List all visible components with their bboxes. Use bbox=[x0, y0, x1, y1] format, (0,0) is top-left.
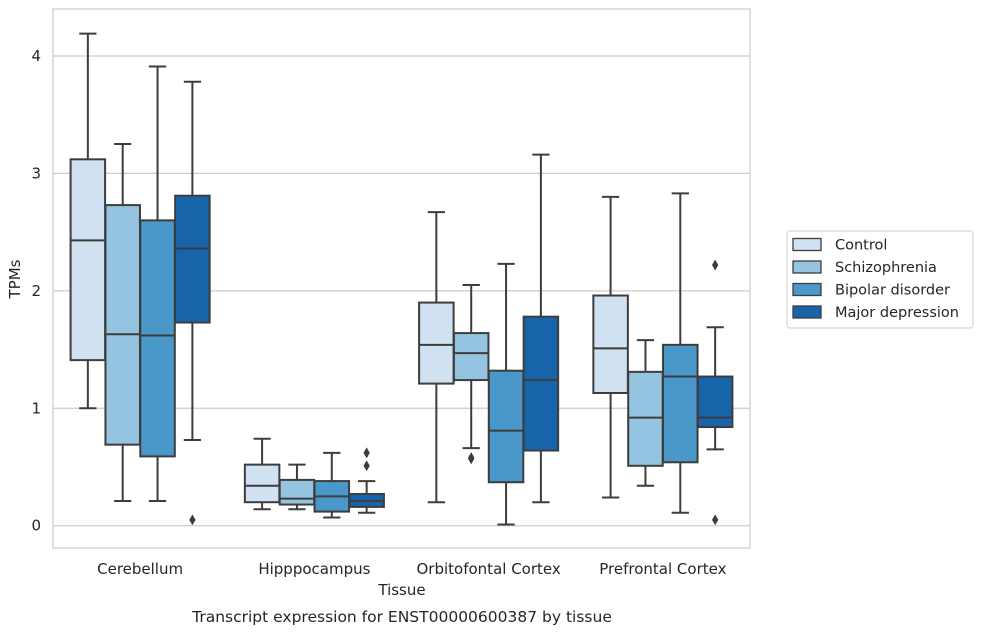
box-iqr bbox=[69, 158, 107, 362]
legend-swatch bbox=[792, 237, 822, 252]
outlier-point bbox=[363, 447, 370, 459]
series-control bbox=[69, 32, 629, 511]
x-tick-label: Orbitofontal Cortex bbox=[417, 560, 561, 578]
legend-swatch bbox=[792, 282, 822, 297]
y-axis-label: TPMs bbox=[6, 259, 24, 299]
x-tick-labels: Cerebellum Hipppocampus Orbitofontal Corte… bbox=[97, 560, 726, 578]
box-iqr bbox=[592, 294, 629, 394]
box-iqr bbox=[627, 370, 664, 467]
legend-frame bbox=[786, 230, 974, 329]
box-iqr bbox=[139, 219, 176, 458]
box-iqr bbox=[174, 194, 211, 324]
legend-swatch bbox=[792, 305, 822, 319]
legend: Control Schizophrenia Bipolar disorder Majo… bbox=[786, 230, 974, 329]
y-tick-label: 0 bbox=[31, 517, 41, 535]
box-iqr bbox=[278, 478, 316, 506]
y-tick-label: 4 bbox=[31, 47, 41, 65]
legend-label: Control bbox=[835, 238, 887, 254]
series-major-depression bbox=[174, 80, 734, 526]
outlier-point bbox=[712, 259, 719, 271]
legend-swatch bbox=[792, 260, 822, 274]
outlier-point bbox=[363, 460, 370, 472]
legend-label: Bipolar disorder bbox=[835, 283, 950, 299]
series-schizophrenia bbox=[104, 143, 664, 511]
legend-label: Major depression bbox=[835, 305, 959, 321]
chart-caption: Transcript expression for ENST0000060038… bbox=[191, 608, 612, 626]
x-tick-label: Cerebellum bbox=[97, 560, 183, 578]
box-iqr bbox=[418, 301, 455, 385]
box-series bbox=[69, 32, 734, 526]
legend-label: Schizophrenia bbox=[835, 260, 937, 276]
x-tick-label: Hipppocampus bbox=[258, 560, 370, 578]
box-iqr bbox=[696, 375, 734, 429]
box-iqr bbox=[662, 343, 699, 464]
x-tick-label: Prefrontal Cortex bbox=[599, 560, 726, 578]
y-tick-label: 3 bbox=[31, 164, 41, 182]
box-iqr bbox=[104, 204, 141, 446]
outlier-point bbox=[712, 514, 719, 526]
y-tick-labels: 0 1 2 3 4 bbox=[31, 47, 41, 535]
outlier-point bbox=[189, 514, 196, 526]
box-iqr bbox=[452, 332, 490, 382]
box-iqr bbox=[487, 369, 525, 484]
outlier-point bbox=[468, 452, 475, 464]
x-axis-label: Tissue bbox=[377, 581, 425, 599]
box-iqr bbox=[243, 463, 281, 504]
y-tick-label: 2 bbox=[31, 282, 41, 300]
series-bipolar-disorder bbox=[139, 65, 699, 526]
box-iqr bbox=[522, 315, 560, 452]
y-tick-label: 1 bbox=[31, 399, 41, 417]
